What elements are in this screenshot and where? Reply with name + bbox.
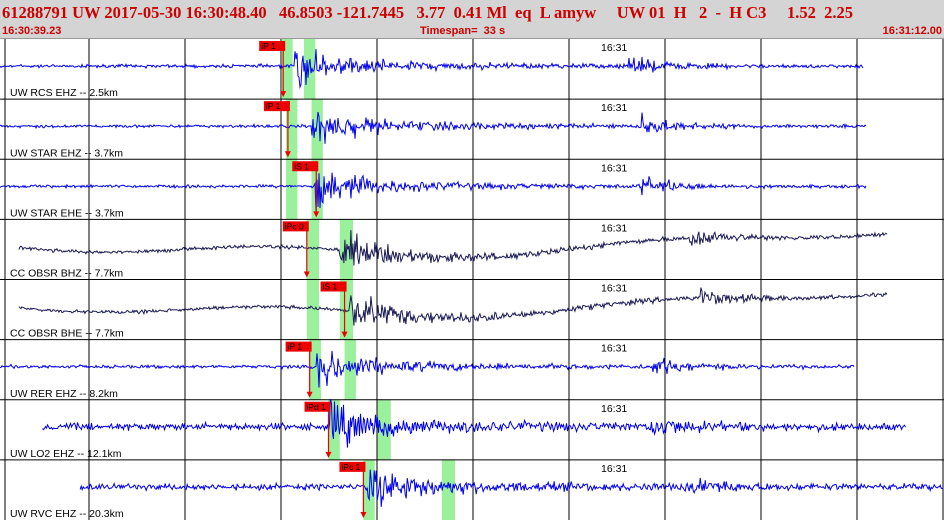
pick-label-box[interactable] [320, 281, 347, 292]
analysis-window[interactable] [311, 99, 323, 160]
trace-row[interactable]: 16:31 iPc 1 UW RVC EHZ -- 20.3km [0, 459, 944, 520]
trace-row[interactable]: 16:31 iP 1 UW RER EHZ -- 8.2km [0, 339, 944, 400]
traces-canvas[interactable]: 16:31 iP 1 UW RCS EHZ -- 2.5km 16:31 iP 1 UW … [0, 39, 944, 520]
pick-marker-icon[interactable] [313, 211, 320, 218]
pick-label-box[interactable] [292, 161, 319, 172]
analysis-window[interactable] [339, 279, 354, 340]
pick-label[interactable]: iPc 0 [285, 221, 304, 231]
analysis-window[interactable] [441, 459, 456, 520]
waveform [0, 172, 867, 212]
station-label: UW LO2 EHZ -- 12.1km [10, 448, 122, 460]
station-label: UW STAR EHE -- 3.7km [10, 207, 124, 219]
station-label: UW RER EHZ -- 8.2km [10, 388, 118, 400]
pick-label[interactable]: iS 1 [294, 161, 309, 171]
analysis-window[interactable] [306, 279, 320, 340]
minute-mark-label: 16:31 [601, 463, 627, 475]
waveform [0, 350, 855, 388]
minute-mark-label: 16:31 [601, 343, 627, 355]
pick-marker-icon[interactable] [306, 391, 313, 398]
station-label: CC OBSR BHE -- 7.7km [10, 328, 124, 340]
minute-mark-label: 16:31 [601, 42, 627, 54]
pick-marker-icon[interactable] [280, 91, 287, 98]
pick-label[interactable]: iP 1 [261, 41, 276, 51]
trace-row[interactable]: 16:31 iPd 1 UW LO2 EHZ -- 12.1km [0, 398, 944, 460]
event-header: 61288791 UW 2017-05-30 16:30:48.40 46.85… [0, 0, 944, 39]
waveform [0, 111, 867, 144]
pick-marker-icon[interactable] [325, 451, 332, 458]
analysis-window[interactable] [303, 39, 316, 100]
waveform [18, 287, 888, 326]
trace-row[interactable]: 16:31 iS 1 CC OBSR BHE -- 7.7km [0, 279, 944, 340]
phase-pick[interactable]: iPd 1 [304, 401, 332, 458]
waveform [18, 230, 888, 266]
waveform [42, 398, 906, 448]
phase-pick[interactable]: iP 1 [259, 41, 287, 98]
station-label: UW STAR EHZ -- 3.7km [10, 147, 123, 159]
pick-marker-icon[interactable] [284, 151, 291, 158]
trace-row[interactable]: 16:31 iP 1 UW STAR EHZ -- 3.7km [0, 98, 944, 160]
analysis-window[interactable] [309, 339, 321, 400]
pick-label[interactable]: iPd 1 [307, 402, 327, 412]
station-label: UW RVC EHZ -- 20.3km [10, 508, 124, 520]
phase-pick[interactable]: iS 1 [320, 281, 348, 338]
station-label: UW RCS EHZ -- 2.5km [10, 87, 118, 99]
phase-pick[interactable]: iPc 1 [339, 461, 367, 518]
pick-marker-icon[interactable] [303, 271, 310, 278]
trace-row[interactable]: 16:31 iPc 0 CC OBSR BHZ -- 7.7km [0, 218, 944, 280]
trace-panel[interactable]: 16:31 iP 1 UW RCS EHZ -- 2.5km 16:31 iP 1 UW … [0, 39, 944, 520]
minute-mark-label: 16:31 [601, 283, 627, 295]
pick-label[interactable]: iP 1 [266, 101, 281, 111]
analysis-window[interactable] [286, 99, 298, 160]
pick-label-box[interactable] [285, 341, 312, 352]
pick-label[interactable]: iP 1 [288, 342, 303, 352]
analysis-window[interactable] [281, 39, 293, 100]
pick-label-box[interactable] [263, 101, 290, 112]
pick-label-box[interactable] [304, 401, 331, 412]
event-summary-title: 61288791 UW 2017-05-30 16:30:48.40 46.85… [2, 3, 853, 22]
pick-label-box[interactable] [282, 221, 309, 232]
minute-mark-label: 16:31 [601, 102, 627, 114]
phase-pick[interactable]: iP 1 [285, 341, 313, 398]
start-time-label: 16:30:39.23 [2, 25, 62, 37]
minute-mark-label: 16:31 [601, 403, 627, 415]
trace-row[interactable]: 16:31 iP 1 UW RCS EHZ -- 2.5km [0, 39, 864, 100]
minute-mark-label: 16:31 [601, 222, 627, 234]
end-time-label: 16:31:12.00 [882, 25, 942, 37]
phase-pick[interactable]: iP 1 [263, 101, 291, 158]
station-label: CC OBSR BHZ -- 7.7km [10, 268, 123, 280]
waveform [79, 469, 944, 507]
pick-label-box[interactable] [259, 41, 286, 51]
pick-label[interactable]: iS 1 [323, 282, 338, 292]
timespan-label: Timespan= 33 s [420, 25, 506, 37]
phase-pick[interactable]: iS 1 [292, 161, 320, 218]
pick-marker-icon[interactable] [341, 331, 348, 338]
pick-marker-icon[interactable] [360, 512, 367, 518]
analysis-window[interactable] [286, 159, 298, 220]
pick-label-box[interactable] [339, 461, 366, 472]
trace-row[interactable]: 16:31 iS 1 UW STAR EHE -- 3.7km [0, 158, 944, 220]
minute-mark-label: 16:31 [601, 162, 627, 174]
phase-pick[interactable]: iPc 0 [282, 221, 310, 278]
waveform [0, 49, 864, 90]
pick-label[interactable]: iPc 1 [341, 462, 360, 472]
